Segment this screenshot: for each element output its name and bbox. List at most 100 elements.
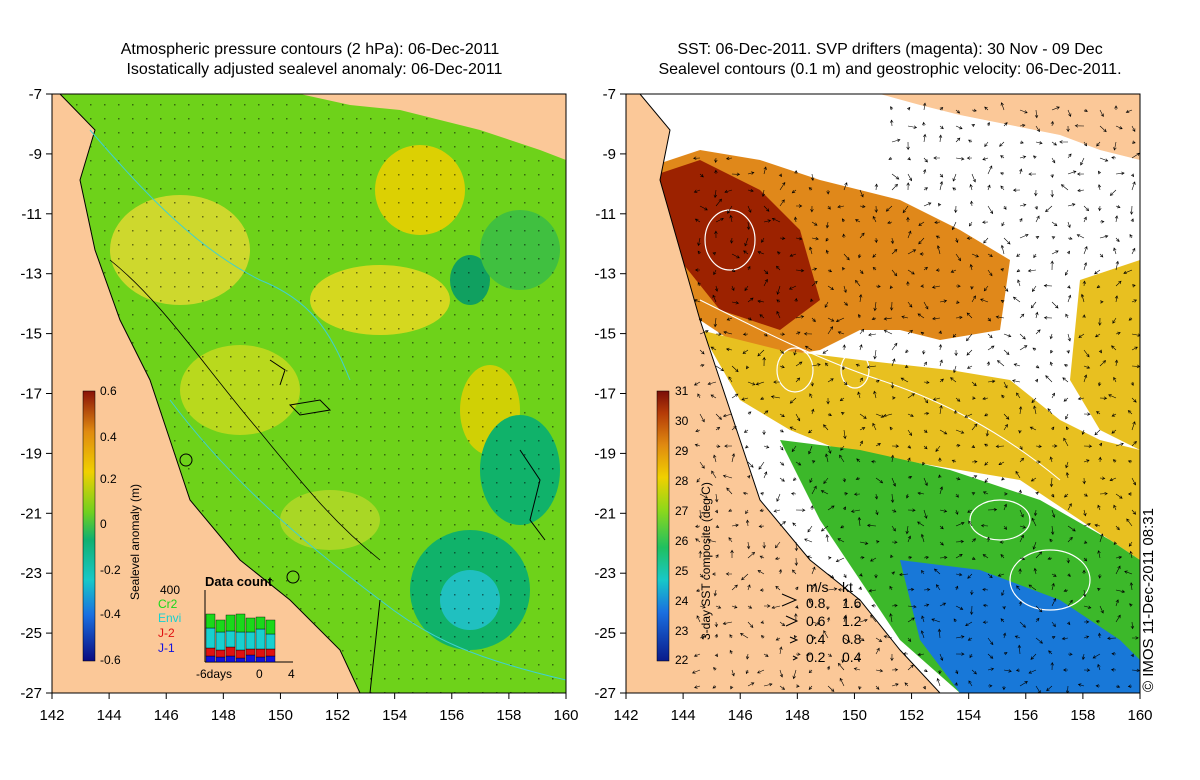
velocity-arrow <box>1051 493 1055 498</box>
velocity-arrow <box>987 184 991 191</box>
velocity-arrow <box>875 379 880 383</box>
velocity-arrow <box>827 205 831 210</box>
velocity-arrow <box>713 667 717 671</box>
velocity-arrow <box>900 377 909 383</box>
velocity-arrow <box>907 329 913 335</box>
velocity-arrow <box>779 199 785 207</box>
velocity-arrow <box>745 653 750 660</box>
lat-tick-label: -19 <box>20 445 42 462</box>
velocity-arrow <box>874 493 879 500</box>
velocity-arrow <box>1049 361 1053 367</box>
velocity-arrow <box>699 413 705 423</box>
velocity-arrow <box>761 237 765 243</box>
velocity-arrow <box>1083 365 1091 369</box>
velocity-arrow <box>1076 172 1085 176</box>
velocity-arrow <box>728 376 733 383</box>
velocity-arrow <box>1098 381 1102 387</box>
velocity-arrow <box>744 285 749 292</box>
velocity-arrow <box>907 269 915 275</box>
velocity-arrow <box>1078 333 1085 338</box>
velocity-arrow <box>955 572 963 577</box>
velocity-arrow <box>922 461 926 466</box>
lat-tick-label: -9 <box>29 146 42 163</box>
velocity-arrow <box>1067 170 1077 175</box>
right-cbar-tick: 23 <box>675 624 689 638</box>
velocity-arrow <box>1047 556 1053 561</box>
velocity-arrow <box>1002 605 1006 610</box>
velocity-arrow <box>1067 221 1071 229</box>
velocity-arrow <box>955 237 959 243</box>
velocity-arrow <box>917 652 925 657</box>
velocity-arrow <box>923 266 928 271</box>
velocity-arrow <box>827 269 833 273</box>
velocity-arrow <box>808 685 813 690</box>
velocity-arrow <box>762 356 766 367</box>
velocity-arrow <box>920 630 925 639</box>
velocity-unit-kt: kt <box>842 579 853 595</box>
velocity-arrow <box>713 269 717 276</box>
velocity-arrow <box>938 343 943 351</box>
velocity-arrow <box>776 265 781 271</box>
velocity-arrow <box>1131 668 1140 673</box>
velocity-arrow <box>1003 237 1011 245</box>
velocity-arrow <box>714 285 719 292</box>
velocity-arrow <box>969 263 973 271</box>
velocity-arrow <box>890 493 895 504</box>
velocity-arrow <box>1098 317 1102 326</box>
velocity-arrow <box>1083 141 1088 147</box>
velocity-arrow <box>997 573 1005 577</box>
lat-tick-label: -27 <box>20 685 42 702</box>
velocity-arrow <box>1033 509 1038 517</box>
velocity-arrow <box>803 332 813 336</box>
velocity-arrow <box>1002 685 1006 691</box>
velocity-arrow <box>889 585 893 591</box>
velocity-arrow <box>699 173 704 178</box>
velocity-arrow <box>1082 569 1086 575</box>
velocity-arrow <box>889 301 894 311</box>
velocity-arrow <box>923 301 929 310</box>
velocity-arrow <box>868 333 877 337</box>
velocity-arrow <box>811 583 817 591</box>
velocity-arrow <box>843 253 850 261</box>
velocity-arrow <box>810 205 814 213</box>
velocity-arrow <box>1003 349 1010 356</box>
data-count-bars <box>205 613 276 663</box>
velocity-arrow <box>859 204 866 209</box>
velocity-arrow <box>727 205 733 214</box>
velocity-arrow <box>1082 477 1086 485</box>
velocity-arrow <box>1115 599 1119 607</box>
velocity-arrow <box>871 460 877 464</box>
velocity-arrow <box>792 522 797 527</box>
velocity-arrow <box>835 557 845 563</box>
velocity-arrow <box>696 477 701 483</box>
velocity-arrow <box>984 413 989 417</box>
velocity-arrow <box>1131 299 1138 303</box>
velocity-arrow <box>699 205 708 211</box>
velocity-arrow <box>904 364 909 368</box>
velocity-arrow <box>955 521 965 527</box>
velocity-arrow <box>1035 637 1043 644</box>
velocity-arrow <box>1000 102 1005 111</box>
velocity-arrow <box>971 669 977 675</box>
velocity-arrow <box>859 440 863 447</box>
velocity-arrow <box>1003 525 1008 530</box>
velocity-arrow <box>1031 285 1037 292</box>
velocity-arrow <box>1050 189 1054 198</box>
velocity-arrow <box>1111 156 1117 160</box>
velocity-arrow <box>724 189 733 194</box>
velocity-arrow <box>1001 221 1005 227</box>
velocity-arrow <box>888 156 893 160</box>
velocity-arrow <box>971 108 977 113</box>
velocity-arrow <box>982 603 989 608</box>
velocity-arrow <box>873 349 877 360</box>
velocity-arrow <box>859 556 865 560</box>
velocity-arrow <box>1012 379 1021 383</box>
velocity-arrow <box>758 461 765 470</box>
velocity-arrow <box>1097 550 1101 559</box>
velocity-arrow <box>952 187 957 191</box>
velocity-arrow <box>811 485 817 495</box>
velocity-arrow <box>827 505 835 511</box>
velocity-arrow <box>923 361 927 367</box>
velocity-arrow <box>1130 653 1134 658</box>
velocity-arrow <box>722 621 733 625</box>
